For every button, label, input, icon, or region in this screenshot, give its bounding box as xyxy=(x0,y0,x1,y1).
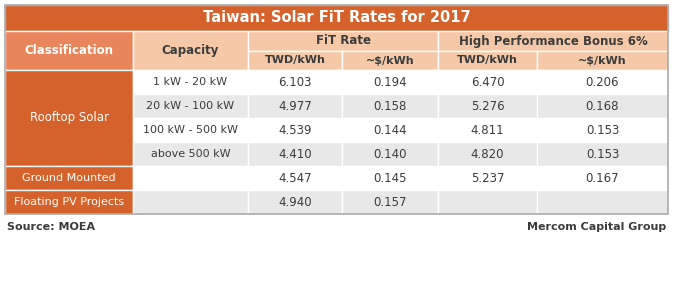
Text: TWD/kWh: TWD/kWh xyxy=(457,55,518,65)
Text: 4.940: 4.940 xyxy=(278,196,312,208)
Bar xyxy=(133,31,248,70)
Bar xyxy=(248,94,342,118)
Bar xyxy=(248,70,342,94)
Text: 5.237: 5.237 xyxy=(470,171,504,185)
Bar xyxy=(438,190,537,214)
Bar xyxy=(342,142,438,166)
Bar xyxy=(537,118,668,142)
Text: 4.410: 4.410 xyxy=(278,147,312,161)
Bar xyxy=(248,190,342,214)
Bar xyxy=(133,94,248,118)
Text: 0.140: 0.140 xyxy=(373,147,406,161)
Text: Floating PV Projects: Floating PV Projects xyxy=(14,197,124,207)
Text: 4.977: 4.977 xyxy=(278,100,312,112)
Bar xyxy=(537,94,668,118)
Text: 20 kW - 100 kW: 20 kW - 100 kW xyxy=(146,101,235,111)
Text: 0.144: 0.144 xyxy=(373,124,407,136)
Bar xyxy=(133,166,248,190)
Text: Mercom Capital Group: Mercom Capital Group xyxy=(527,222,666,232)
Text: 0.168: 0.168 xyxy=(586,100,619,112)
Bar xyxy=(5,31,133,70)
Text: 5.276: 5.276 xyxy=(470,100,504,112)
Text: 0.158: 0.158 xyxy=(373,100,406,112)
Text: 0.145: 0.145 xyxy=(373,171,406,185)
Bar xyxy=(537,166,668,190)
Bar xyxy=(537,51,668,70)
Bar xyxy=(248,166,342,190)
Bar xyxy=(537,70,668,94)
Bar xyxy=(342,51,438,70)
Text: 4.539: 4.539 xyxy=(278,124,312,136)
Text: ~$/kWh: ~$/kWh xyxy=(366,55,415,65)
Text: 0.153: 0.153 xyxy=(586,147,619,161)
Text: 4.811: 4.811 xyxy=(470,124,504,136)
Bar xyxy=(133,118,248,142)
Bar xyxy=(438,31,668,51)
Bar xyxy=(5,5,668,31)
Bar xyxy=(438,94,537,118)
Bar xyxy=(342,166,438,190)
Bar xyxy=(537,190,668,214)
Bar xyxy=(5,70,133,166)
Text: 1 kW - 20 kW: 1 kW - 20 kW xyxy=(154,77,228,87)
Text: 6.470: 6.470 xyxy=(470,76,504,88)
Text: 6.103: 6.103 xyxy=(278,76,312,88)
Bar xyxy=(438,142,537,166)
Text: 100 kW - 500 kW: 100 kW - 500 kW xyxy=(143,125,238,135)
Bar xyxy=(5,5,668,214)
Text: FiT Rate: FiT Rate xyxy=(315,34,371,48)
Text: Ground Mounted: Ground Mounted xyxy=(22,173,116,183)
Bar xyxy=(133,190,248,214)
Bar xyxy=(438,118,537,142)
Text: Source: MOEA: Source: MOEA xyxy=(7,222,95,232)
Text: Taiwan: Solar FiT Rates for 2017: Taiwan: Solar FiT Rates for 2017 xyxy=(203,11,470,25)
Bar xyxy=(5,166,133,190)
Bar xyxy=(342,70,438,94)
Bar xyxy=(438,70,537,94)
Text: above 500 kW: above 500 kW xyxy=(151,149,231,159)
Bar xyxy=(537,142,668,166)
Text: 0.206: 0.206 xyxy=(586,76,619,88)
Bar xyxy=(438,166,537,190)
Bar xyxy=(342,190,438,214)
Bar xyxy=(5,190,133,214)
Text: Rooftop Solar: Rooftop Solar xyxy=(30,112,109,124)
Bar xyxy=(342,118,438,142)
Bar xyxy=(342,94,438,118)
Text: 0.194: 0.194 xyxy=(373,76,407,88)
Text: 0.167: 0.167 xyxy=(586,171,619,185)
Bar xyxy=(133,70,248,94)
Text: Capacity: Capacity xyxy=(162,44,219,57)
Text: TWD/kWh: TWD/kWh xyxy=(265,55,326,65)
Text: Classification: Classification xyxy=(24,44,113,57)
Text: ~$/kWh: ~$/kWh xyxy=(578,55,627,65)
Bar xyxy=(248,118,342,142)
Bar xyxy=(438,51,537,70)
Text: 4.820: 4.820 xyxy=(470,147,504,161)
Text: 0.153: 0.153 xyxy=(586,124,619,136)
Text: High Performance Bonus 6%: High Performance Bonus 6% xyxy=(458,34,647,48)
Bar xyxy=(248,142,342,166)
Text: 4.547: 4.547 xyxy=(278,171,312,185)
Text: 0.157: 0.157 xyxy=(373,196,406,208)
Bar xyxy=(248,31,438,51)
Bar xyxy=(133,142,248,166)
Bar xyxy=(248,51,342,70)
